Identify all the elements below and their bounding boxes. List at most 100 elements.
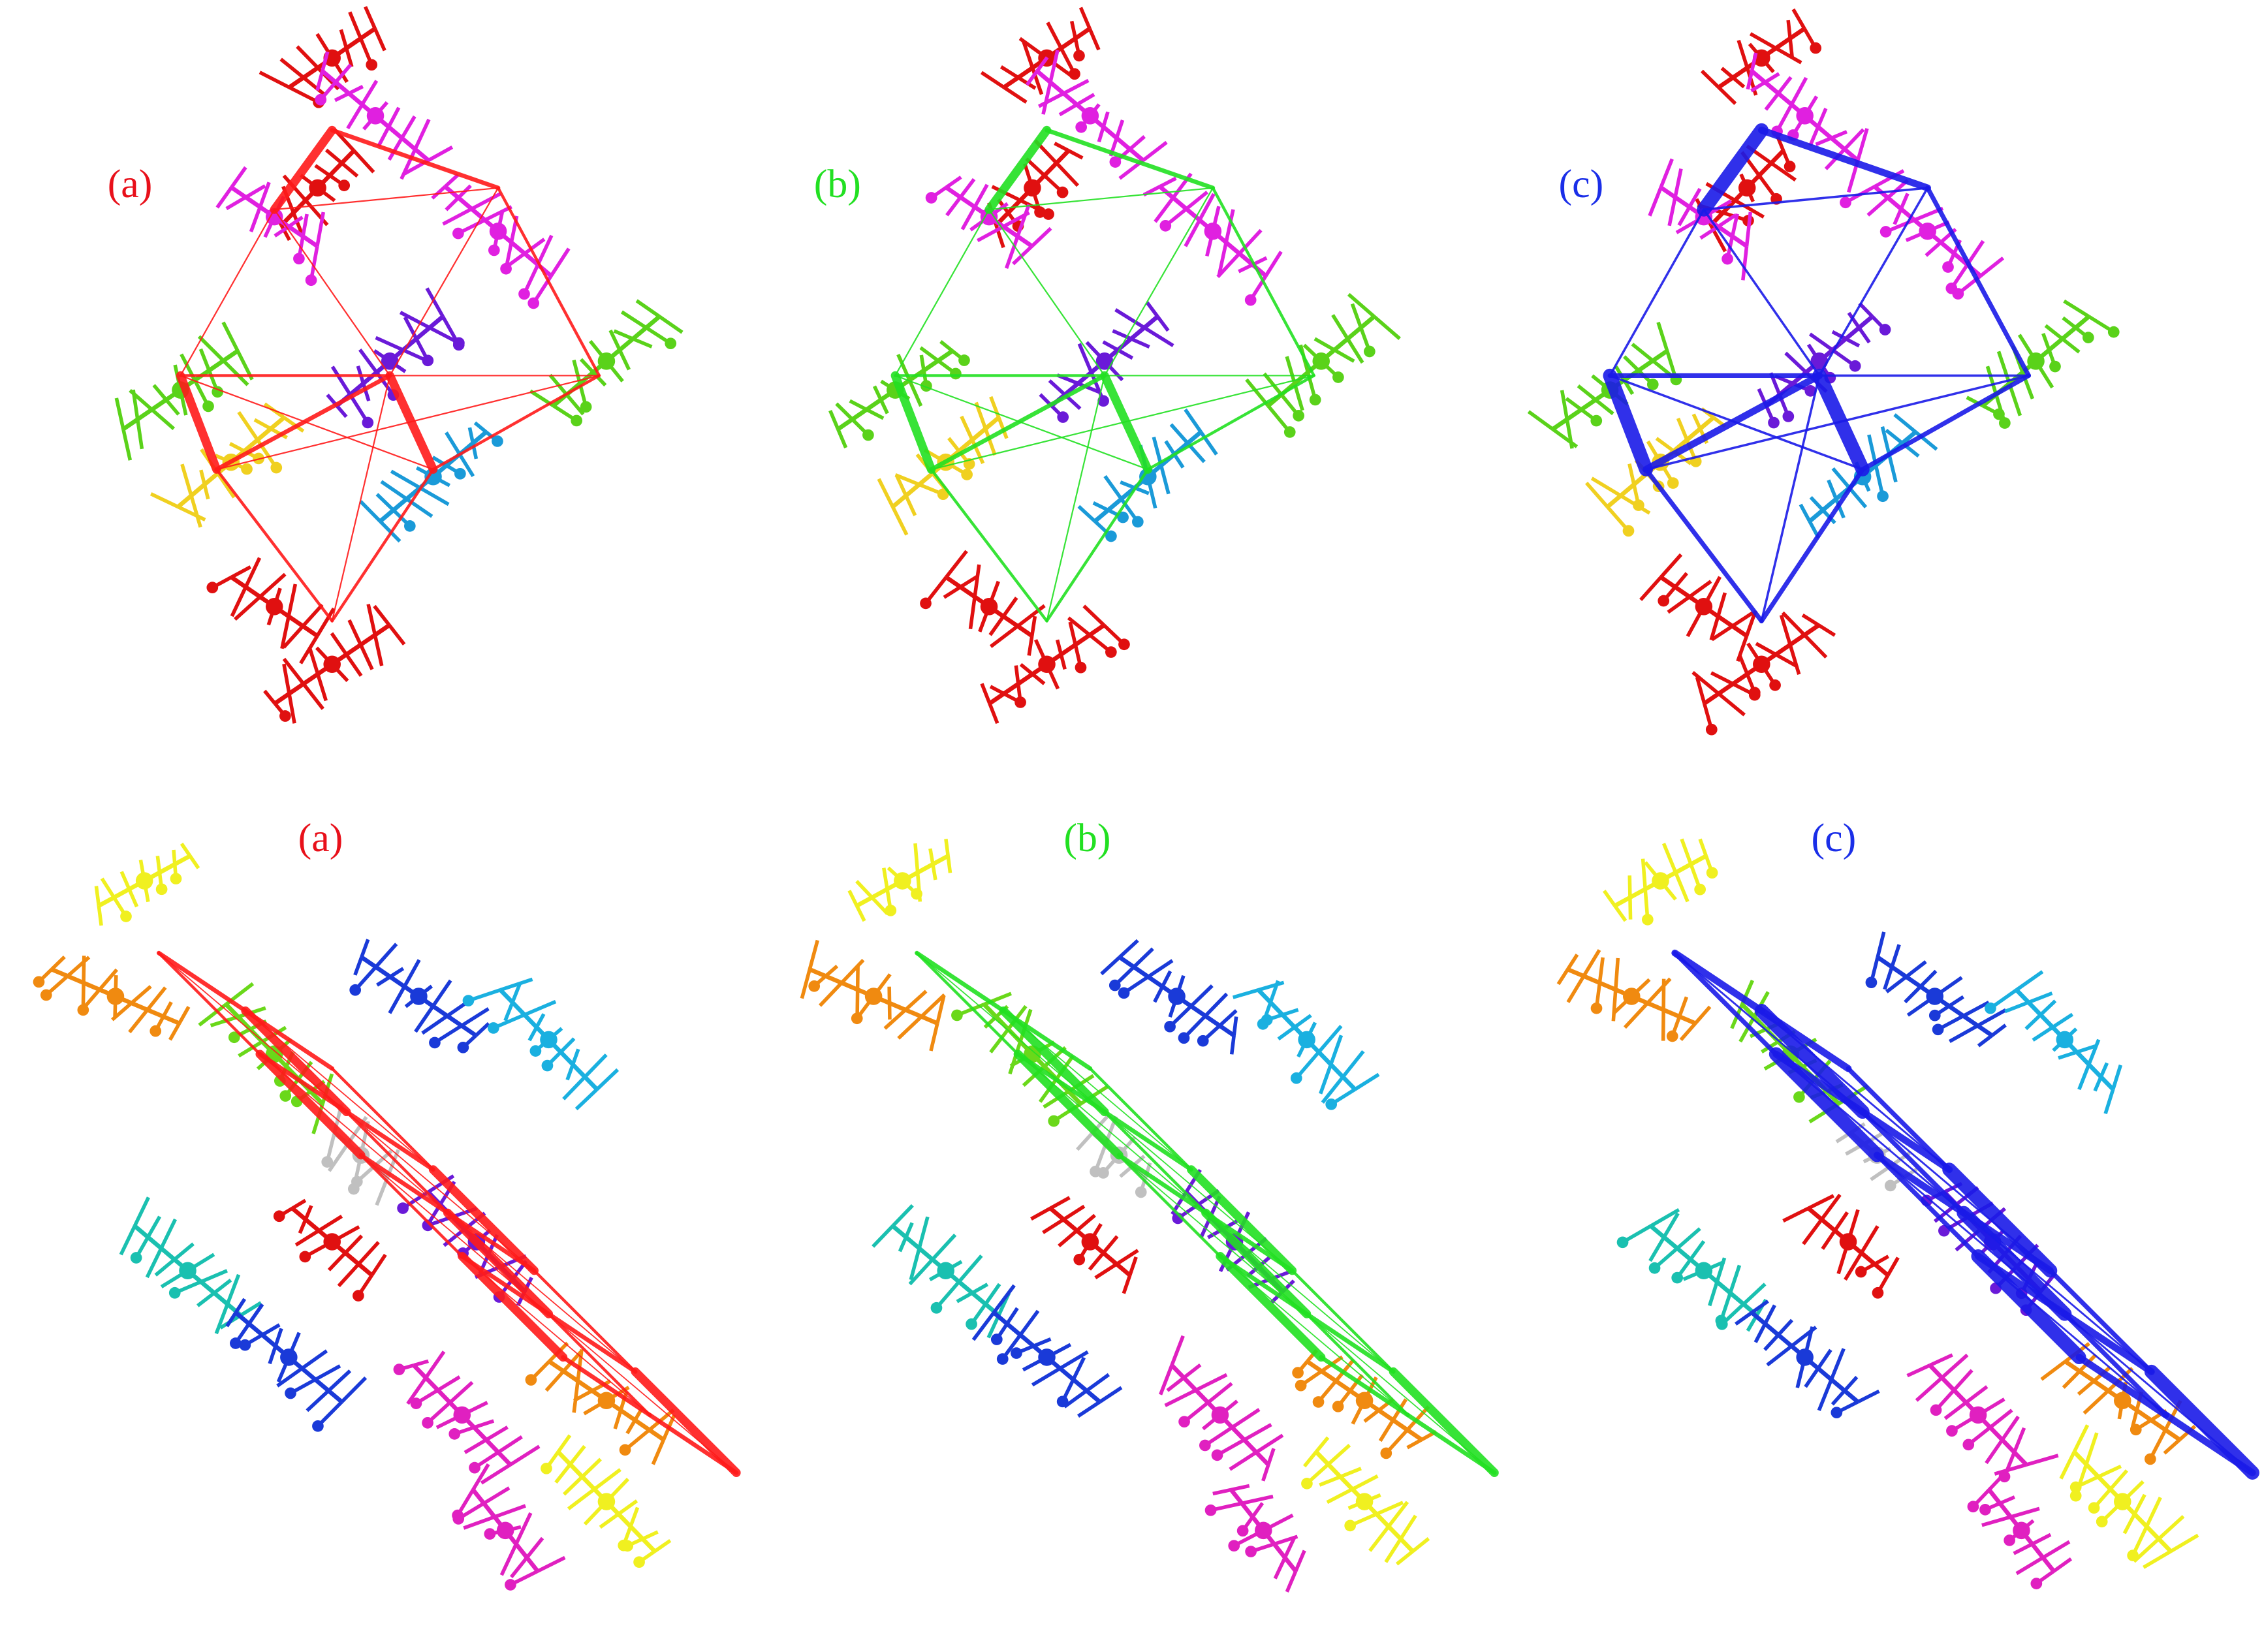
bond: [620, 310, 648, 330]
bond: [1776, 1333, 1793, 1348]
atom: [541, 1059, 554, 1072]
bond: [1115, 136, 1131, 151]
bond: [2145, 1525, 2161, 1541]
atom: [1038, 1348, 1056, 1366]
atom: [1204, 1504, 1217, 1516]
atom: [279, 1090, 292, 1102]
atom: [1011, 1347, 1022, 1359]
atom: [990, 1333, 1003, 1345]
molecule: [1159, 1335, 1284, 1482]
bond: [98, 968, 119, 991]
bond: [1030, 1206, 1052, 1221]
bond: [1789, 633, 1806, 647]
bond: [130, 985, 152, 1005]
bond: [413, 148, 430, 163]
bond: [2047, 337, 2064, 352]
bond: [2164, 1427, 2181, 1442]
atom: [1942, 261, 1954, 273]
bond: [1375, 1512, 1391, 1528]
bond: [1803, 623, 1820, 637]
atom: [1879, 324, 1891, 335]
bond: [1255, 1433, 1284, 1454]
bond: [1709, 616, 1720, 641]
atom: [321, 1156, 334, 1168]
atom: [1796, 1348, 1814, 1366]
framework-cylinder: [1204, 1212, 1394, 1373]
atom: [529, 1045, 542, 1057]
bond: [1750, 1311, 1767, 1326]
bond: [1717, 86, 1737, 105]
bond: [340, 161, 359, 178]
bond: [1676, 1227, 1701, 1250]
bond: [406, 1377, 428, 1405]
atom: [1075, 661, 1087, 674]
framework-cylinder: [447, 1212, 637, 1373]
bond: [1229, 1035, 1236, 1055]
atom: [1109, 156, 1122, 168]
bond: [1042, 1217, 1065, 1234]
molecule: [2059, 1424, 2199, 1569]
bond: [208, 358, 225, 373]
bond: [146, 1215, 162, 1238]
bond: [1699, 225, 1720, 240]
framework-cylinder: [546, 1311, 638, 1374]
bond: [824, 965, 839, 978]
bond: [992, 1284, 1016, 1314]
bond: [549, 247, 571, 277]
bond: [1925, 241, 1942, 257]
bond: [446, 1014, 463, 1028]
atom: [410, 1397, 422, 1409]
bond: [2004, 1001, 2030, 1014]
bond: [800, 969, 811, 999]
framework-cylinder: [1389, 1367, 1499, 1477]
atom: [1295, 1379, 1307, 1392]
bond: [1859, 1225, 1879, 1255]
bond: [1843, 128, 1865, 151]
bond: [1027, 635, 1034, 656]
bond: [1844, 1252, 1863, 1281]
bond: [1077, 1400, 1101, 1418]
bond: [346, 103, 364, 130]
atom: [597, 352, 616, 370]
atom: [1622, 988, 1641, 1005]
bond: [1014, 665, 1020, 685]
framework-cylinder: [2075, 1354, 2169, 1419]
bond: [471, 192, 501, 211]
bond: [2041, 332, 2051, 351]
atom: [1667, 477, 1679, 489]
bond: [2007, 382, 2022, 416]
bond: [1717, 692, 1746, 717]
atom: [1877, 490, 1889, 503]
framework-cylinder: [1818, 187, 1929, 377]
panel-label: (b): [1063, 816, 1110, 860]
bond: [2150, 1418, 2167, 1432]
bond: [189, 482, 206, 497]
bond: [947, 437, 961, 452]
atom: [937, 1262, 954, 1279]
bond: [1560, 390, 1569, 420]
bond: [1115, 1249, 1139, 1266]
bond: [1674, 871, 1690, 903]
bond: [986, 1314, 1001, 1339]
bond: [1016, 204, 1031, 238]
bond: [114, 397, 125, 430]
bond: [375, 1176, 390, 1206]
bond: [1874, 169, 1905, 189]
framework-cylinder: [1003, 1010, 1192, 1170]
bond: [1077, 343, 1093, 373]
bond: [150, 408, 176, 431]
bond: [1717, 213, 1737, 228]
bond: [1281, 1008, 1299, 1017]
framework-cylinder: [1775, 1053, 1965, 1214]
bond: [1891, 965, 1908, 979]
atom: [1097, 395, 1109, 407]
bond: [405, 486, 422, 501]
bond: [337, 1262, 360, 1288]
bond: [473, 421, 488, 434]
framework-cylinder: [1103, 187, 1214, 377]
bond: [94, 886, 101, 907]
atom: [1344, 1520, 1357, 1532]
framework-cylinder: [1291, 1269, 1395, 1373]
bond: [1821, 1229, 1837, 1250]
atom: [1254, 1521, 1272, 1540]
